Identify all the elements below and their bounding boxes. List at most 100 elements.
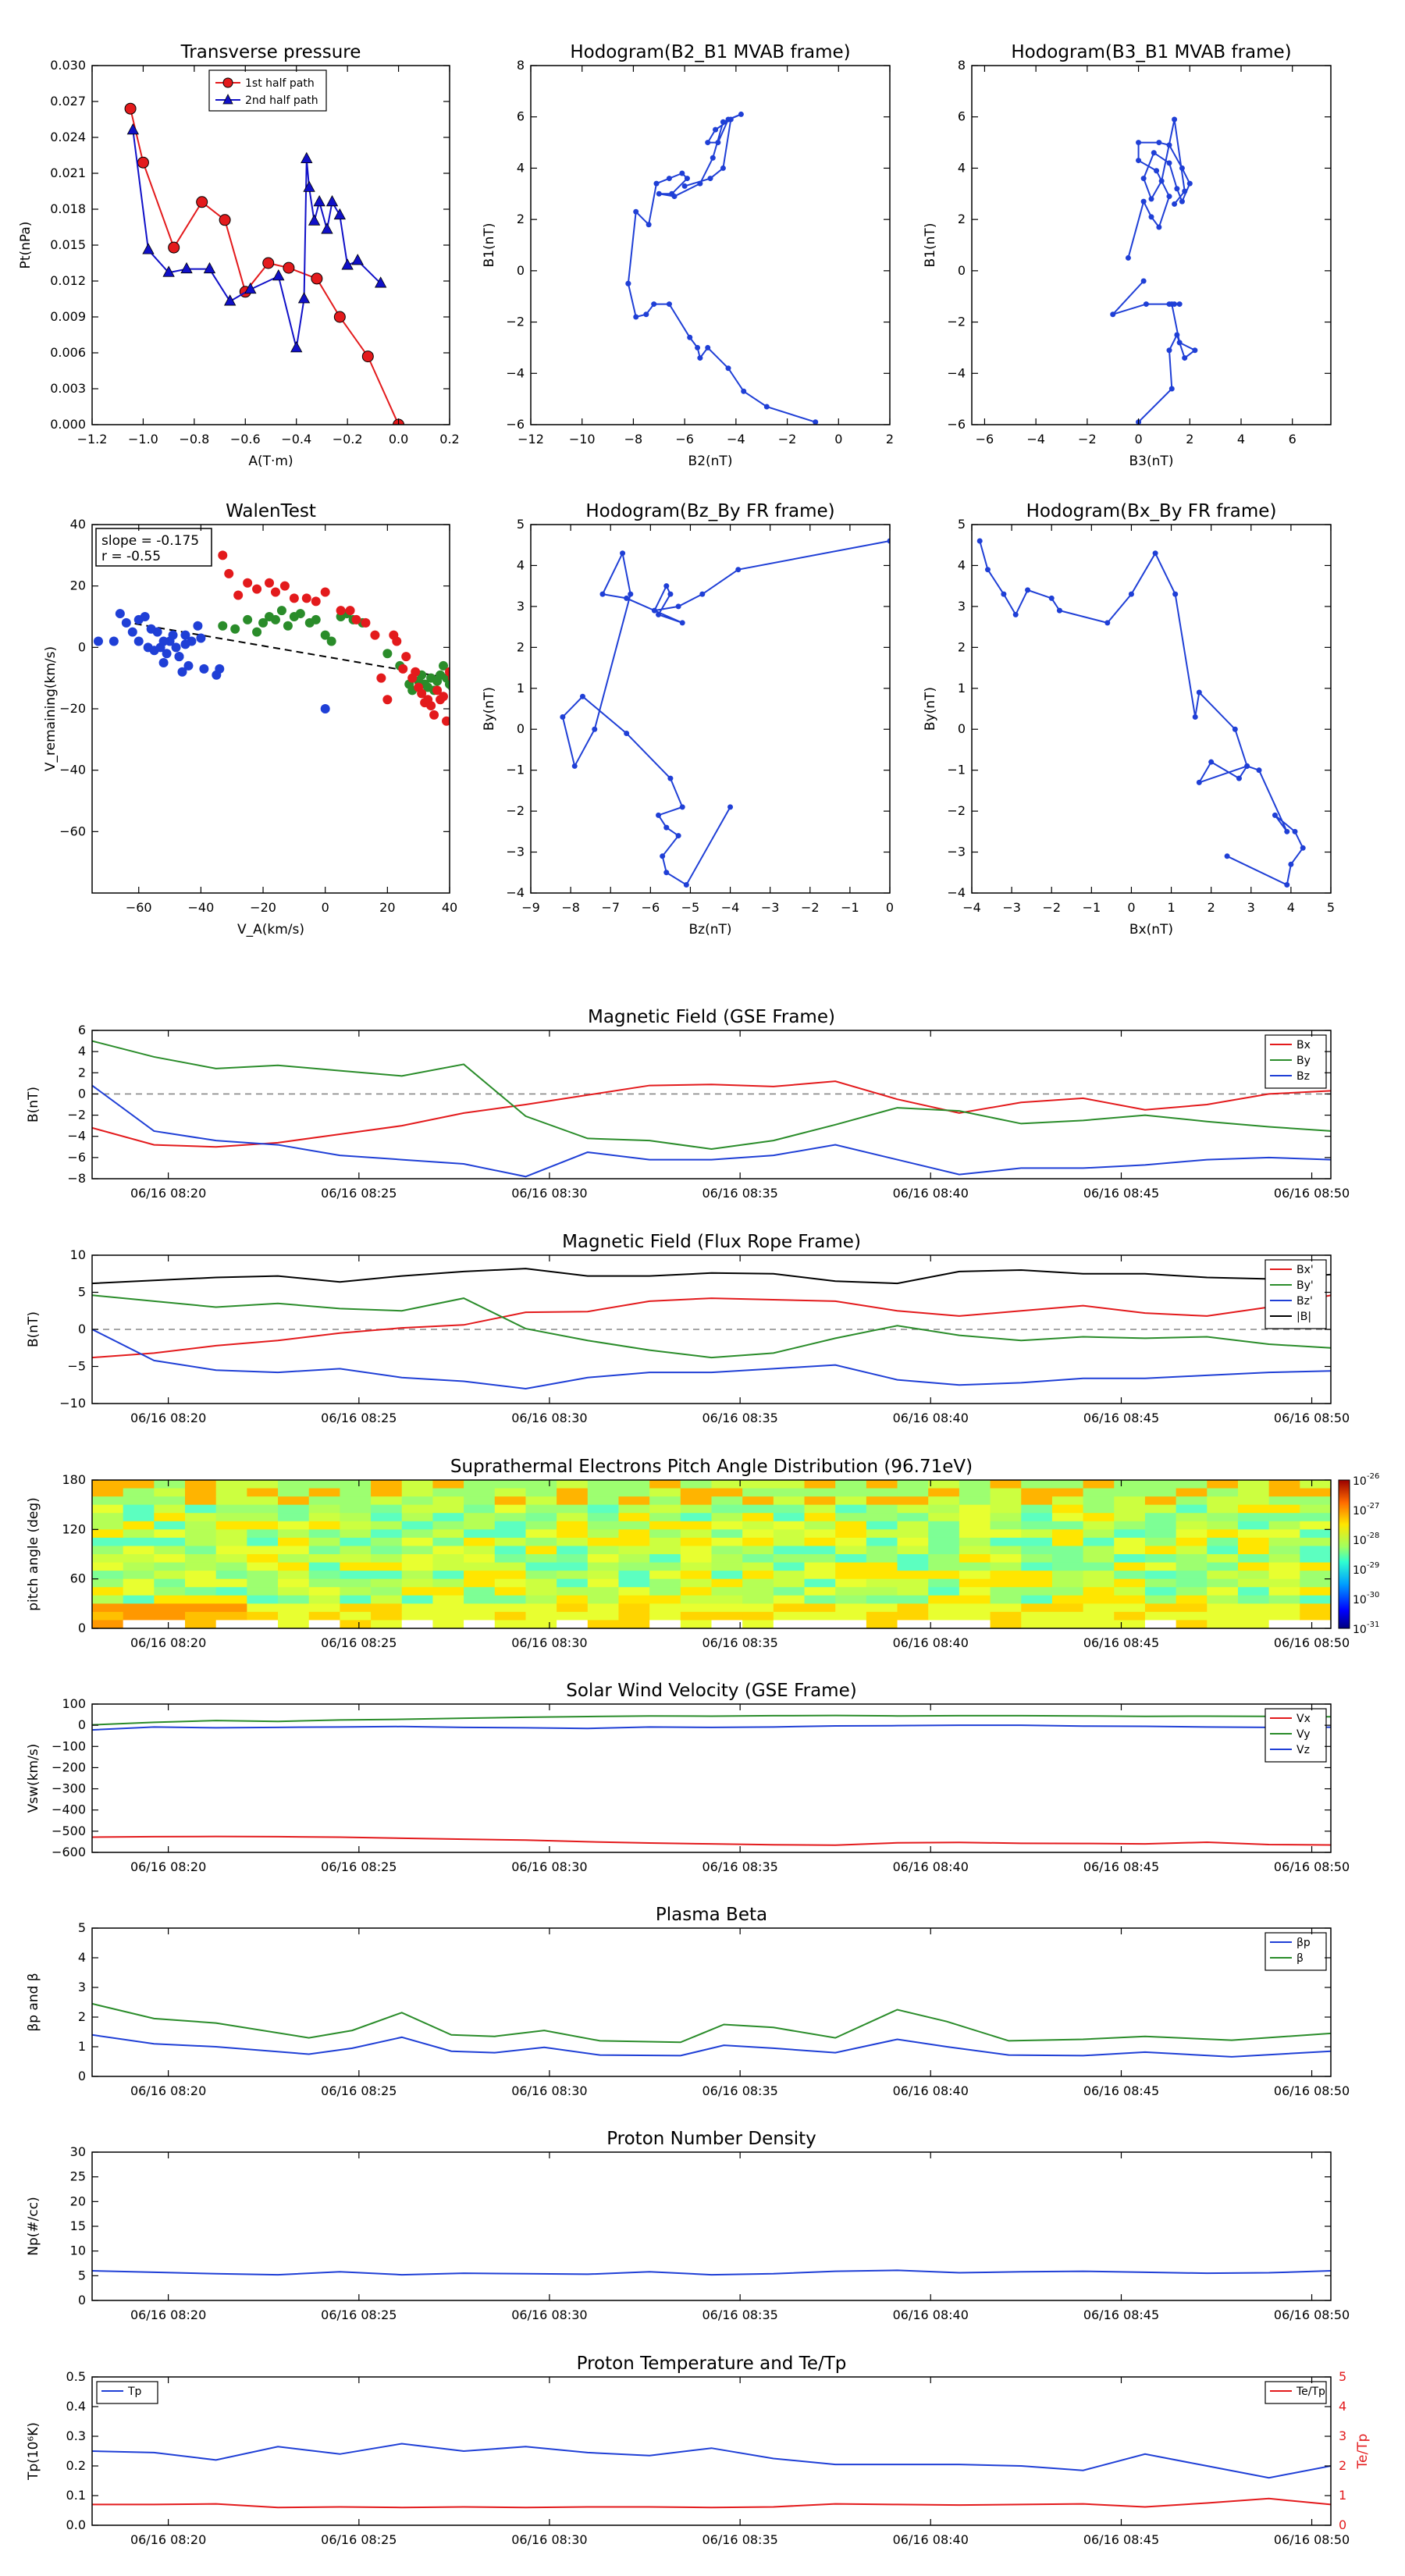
y-tick-label: 40 (70, 517, 86, 532)
heatmap-cell (618, 1595, 650, 1604)
data-point (671, 194, 678, 200)
heatmap-cell (123, 1496, 155, 1506)
heatmap-cell (371, 1620, 403, 1628)
heatmap-cell (185, 1595, 217, 1604)
heatmap-cell (494, 1595, 527, 1604)
heatmap-cell (835, 1595, 867, 1604)
data-point (651, 301, 657, 308)
heatmap-cell (525, 1611, 557, 1621)
heatmap-cell (959, 1504, 991, 1514)
data-point (681, 183, 688, 189)
heatmap-cell (835, 1578, 867, 1588)
data-point (158, 658, 169, 667)
heatmap-cell (278, 1595, 310, 1604)
heatmap-cell (1268, 1513, 1300, 1522)
x-tick-label: 0.0 (389, 432, 408, 447)
heatmap-cell (185, 1554, 217, 1564)
heatmap-cell (897, 1546, 929, 1555)
heatmap-cell (557, 1620, 589, 1628)
heatmap-cell (1300, 1587, 1331, 1596)
heatmap-cell (1144, 1537, 1177, 1547)
data-point (180, 630, 190, 640)
heatmap-cell (835, 1513, 867, 1522)
heatmap-cell (835, 1587, 867, 1596)
legend-label: Vx (1297, 1713, 1311, 1725)
heatmap-cell (835, 1571, 867, 1580)
heatmap-cell (804, 1595, 836, 1604)
heatmap-cell (1300, 1488, 1331, 1497)
heatmap-cell (494, 1480, 527, 1489)
x-tick-label: −8 (624, 432, 643, 447)
heatmap-cell (928, 1480, 960, 1489)
heatmap-cell (401, 1521, 434, 1530)
heatmap-cell (618, 1603, 650, 1613)
heatmap-cell (1237, 1554, 1270, 1564)
heatmap-cell (1051, 1611, 1084, 1621)
data-point (738, 111, 744, 117)
y-tick-label: −200 (52, 1759, 86, 1774)
heatmap-cell (525, 1554, 557, 1564)
axes-frame (91, 1030, 1332, 1179)
heatmap-cell (1300, 1603, 1331, 1613)
y-tick-label: 0 (78, 1717, 86, 1732)
heatmap-cell (1237, 1521, 1270, 1530)
heatmap-cell (990, 1554, 1022, 1564)
colorbar-tick-label: 10 (1353, 1594, 1367, 1606)
heatmap-cell (154, 1521, 186, 1530)
heatmap-cell (587, 1587, 620, 1596)
data-point (218, 550, 228, 560)
heatmap-cell (185, 1546, 217, 1555)
heatmap-cell (618, 1513, 650, 1522)
heatmap-cell (773, 1488, 806, 1497)
data-point (311, 272, 323, 285)
heatmap-cell (432, 1554, 464, 1564)
heatmap-cell (680, 1480, 713, 1489)
y-tick-label: 180 (62, 1472, 86, 1487)
data-point (193, 621, 203, 631)
heatmap-cell (464, 1587, 496, 1596)
heatmap-cell (711, 1587, 743, 1596)
heatmap-cell (92, 1595, 124, 1604)
data-point (666, 176, 672, 182)
heatmap-cell (990, 1496, 1022, 1506)
data-point (666, 301, 672, 308)
heatmap-cell (557, 1546, 589, 1555)
heatmap-cell (1237, 1488, 1270, 1497)
heatmap-cell (1300, 1571, 1331, 1580)
y-tick-label: 0 (517, 263, 525, 278)
x-tick-label: 06/16 08:50 (1274, 1411, 1350, 1425)
heatmap-cell (371, 1554, 403, 1564)
data-point (1284, 828, 1290, 834)
x-tick-label: 06/16 08:50 (1274, 2532, 1350, 2547)
data-point (1192, 347, 1198, 354)
heatmap-cell (1300, 1537, 1331, 1547)
heatmap-cell (711, 1620, 743, 1628)
heatmap-cell (587, 1562, 620, 1571)
heatmap-cell (587, 1513, 620, 1522)
heatmap-cell (897, 1571, 929, 1580)
heatmap-cell (557, 1529, 589, 1539)
heatmap-cell (804, 1571, 836, 1580)
heatmap-cell (1144, 1554, 1177, 1564)
heatmap-cell (215, 1513, 247, 1522)
series-Tp (92, 2443, 1331, 2479)
heatmap-cell (401, 1587, 434, 1596)
data-point (168, 241, 180, 254)
x-axis-label: Bx(nT) (1129, 922, 1173, 938)
heatmap-cell (1300, 1554, 1331, 1564)
heatmap-cell (123, 1529, 155, 1539)
heatmap-cell (1237, 1595, 1270, 1604)
heatmap-cell (742, 1488, 774, 1497)
x-tick-label: 06/16 08:35 (702, 1411, 778, 1425)
heatmap-cell (1021, 1513, 1053, 1522)
y-tick-label: 2 (517, 639, 525, 654)
heatmap-cell (247, 1496, 279, 1506)
y2-tick-label: 0 (1339, 2517, 1346, 2532)
series-line (1127, 119, 1191, 258)
heatmap-cell (1021, 1529, 1053, 1539)
heatmap-cell (742, 1554, 774, 1564)
x-tick-label: 06/16 08:45 (1083, 2532, 1159, 2547)
data-point (679, 620, 685, 626)
heatmap-cell (680, 1611, 713, 1621)
heatmap-cell (1268, 1529, 1300, 1539)
